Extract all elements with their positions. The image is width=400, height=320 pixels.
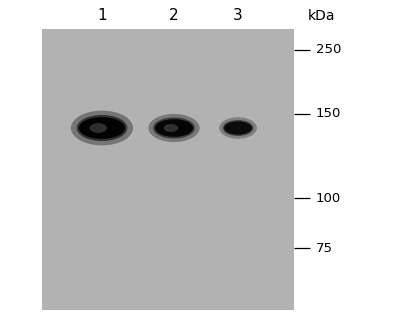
Ellipse shape xyxy=(219,117,257,139)
Bar xyxy=(42,29,294,310)
Text: 3: 3 xyxy=(233,9,243,23)
Text: 75: 75 xyxy=(316,242,333,254)
Text: 150: 150 xyxy=(316,107,341,120)
Ellipse shape xyxy=(222,120,254,136)
Ellipse shape xyxy=(155,119,193,137)
Text: kDa: kDa xyxy=(308,9,336,23)
Text: 1: 1 xyxy=(97,9,107,23)
Text: 250: 250 xyxy=(316,43,341,56)
Ellipse shape xyxy=(77,115,127,141)
Ellipse shape xyxy=(224,121,252,135)
Ellipse shape xyxy=(164,124,178,132)
Ellipse shape xyxy=(153,117,195,139)
Ellipse shape xyxy=(79,117,125,139)
Ellipse shape xyxy=(71,111,133,145)
Text: 2: 2 xyxy=(169,9,179,23)
Ellipse shape xyxy=(90,123,107,133)
Text: 100: 100 xyxy=(316,192,341,205)
Ellipse shape xyxy=(148,114,200,142)
